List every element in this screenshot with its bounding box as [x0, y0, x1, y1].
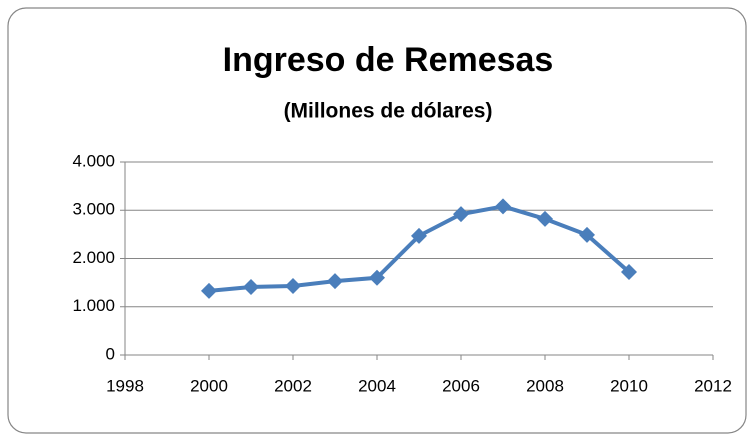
marker: [495, 198, 511, 215]
x-tick-label: 2000: [190, 376, 228, 395]
chart-title: Ingreso de Remesas: [223, 41, 554, 79]
x-tick-label: 2002: [274, 376, 312, 395]
marker: [453, 206, 469, 223]
marker: [537, 210, 553, 227]
x-tick-label: 2010: [610, 376, 648, 395]
marker: [411, 227, 427, 244]
x-tick-label: 2008: [526, 376, 564, 395]
chart-frame: [7, 7, 747, 434]
y-tick-label: 3.000: [72, 200, 115, 219]
marker: [201, 282, 217, 299]
x-tick-label: 2012: [694, 376, 732, 395]
marker: [327, 273, 343, 290]
marker: [243, 278, 259, 295]
marker: [369, 269, 385, 286]
marker: [579, 226, 595, 243]
x-tick-label: 2004: [358, 376, 396, 395]
x-tick-label: 2006: [442, 376, 480, 395]
y-tick-label: 2.000: [72, 248, 115, 267]
chart-subtitle: (Millones de dólares): [284, 100, 493, 123]
y-tick-label: 4.000: [72, 151, 115, 170]
y-tick-label: 1.000: [72, 296, 115, 315]
y-tick-label: 0: [106, 344, 115, 363]
marker: [621, 264, 637, 281]
x-tick-label: 1998: [106, 376, 144, 395]
marker: [285, 278, 301, 295]
